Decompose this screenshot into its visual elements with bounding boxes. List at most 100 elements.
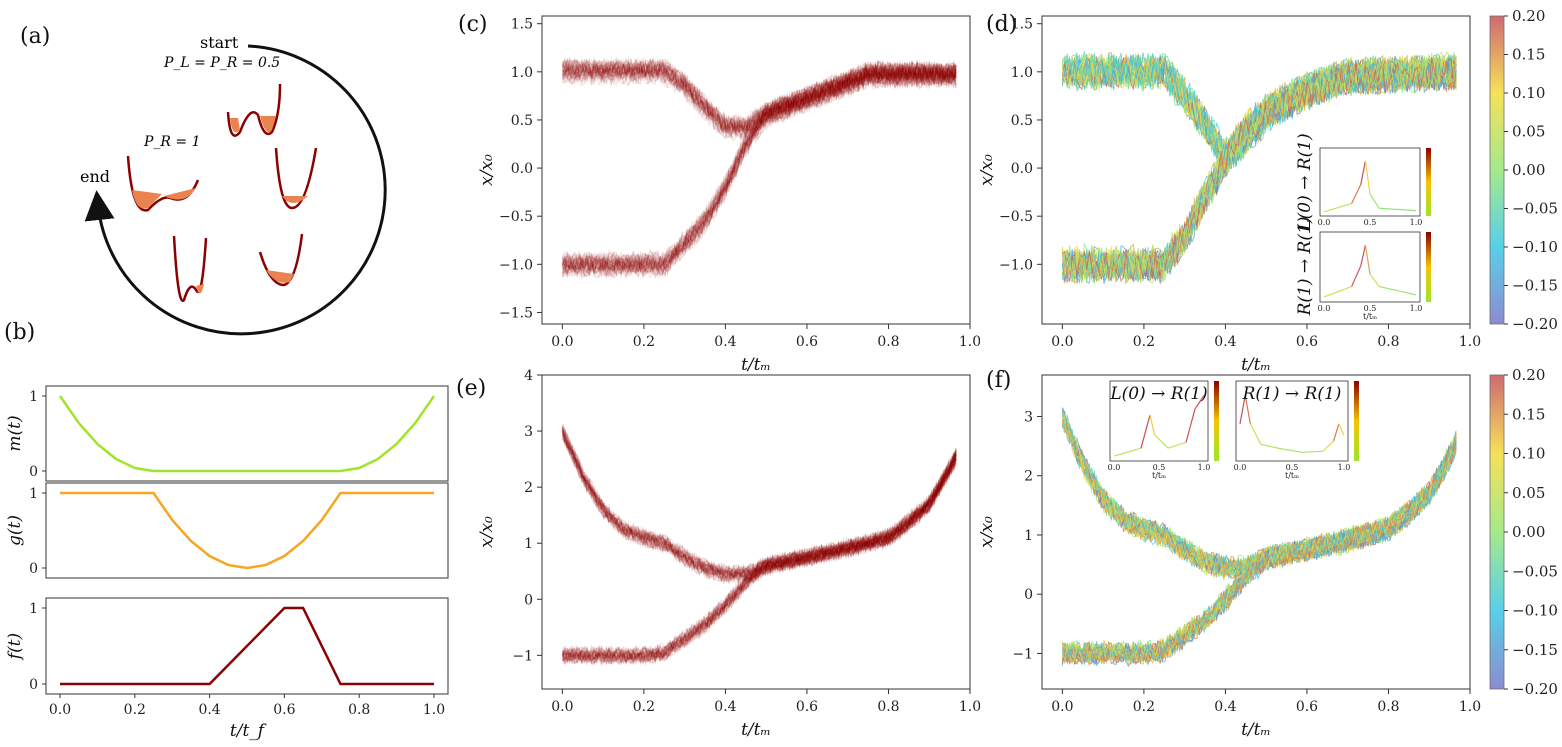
- inset-xtick-label: 0.0: [1234, 463, 1247, 472]
- trajectory-line: [561, 451, 957, 664]
- trajectory-line: [561, 63, 957, 139]
- trajectory-line: [561, 428, 957, 584]
- inset-curve-segment: [1185, 408, 1196, 443]
- inset-xtick-label: 1.0: [1410, 218, 1423, 227]
- panel-label-e: (e): [456, 376, 487, 401]
- xtick-label: 0.4: [1214, 699, 1236, 715]
- inset-label: R(1) → R(1): [1242, 384, 1342, 404]
- trajectory-line: [562, 455, 957, 661]
- trajectory-line: [562, 61, 957, 137]
- trajectory-line: [561, 66, 957, 140]
- panel-label-f: (f): [986, 368, 1012, 393]
- trajectory-line: [561, 63, 957, 272]
- inset-curve-segment: [1323, 202, 1352, 213]
- trajectory-line: [562, 63, 957, 274]
- ylabel-b_m: m(t): [5, 415, 25, 451]
- trajectory-line: [561, 451, 957, 660]
- trajectory-line: [561, 455, 957, 666]
- trajectory-line: [562, 61, 957, 271]
- trajectory-line: [561, 427, 957, 578]
- xtick-label: 0.2: [633, 699, 655, 715]
- inset-xtick-label: 1.0: [1198, 463, 1211, 472]
- inset-2: 0.0 0.5 1.0 t/tₘ R(1) → R(1): [1295, 217, 1431, 321]
- trajectory-line: [561, 425, 957, 578]
- trajectory-plot-e: 0.0 0.2 0.4 0.6 0.8 1.0 −1 0 1 2 3 4 t/tₘ x/x₀: [477, 368, 980, 740]
- trajectory-line: [561, 429, 957, 583]
- ylabel-d: x/x₀: [980, 154, 997, 186]
- trajectory-line: [561, 449, 957, 662]
- p-right-label: P_R = 1: [143, 134, 201, 150]
- inset-curve-segment: [1351, 184, 1362, 204]
- trajectory-line: [561, 431, 957, 582]
- ytick-label: 0.5: [511, 113, 533, 129]
- trajectory-line: [561, 59, 957, 269]
- inset-label: L(0) → R(1): [1109, 384, 1207, 404]
- trajectory-line: [561, 452, 957, 660]
- ytick-label: 0: [29, 561, 38, 577]
- ytick-label: −1: [512, 648, 533, 664]
- trajectory-line: [561, 458, 957, 665]
- curve-b_m: [58, 395, 436, 473]
- trajectory-line: [561, 429, 957, 581]
- xlabel-f: t/tₘ: [1241, 720, 1271, 740]
- xlabel-c: t/tₘ: [741, 355, 771, 375]
- ytick-label: 1.0: [1011, 65, 1033, 81]
- xtick-label: 0.0: [49, 702, 71, 718]
- inset-curve-segment: [1369, 193, 1380, 209]
- trajectory-line: [561, 63, 957, 273]
- trajectory-line: [562, 69, 957, 278]
- trajectory-line: [561, 458, 957, 666]
- colorbar-tick-label: −0.20: [1512, 680, 1558, 698]
- colorbar-tick-label: 0.05: [1512, 123, 1545, 141]
- trajectory-line: [1061, 430, 1457, 664]
- trajectory-line: [562, 63, 957, 273]
- trajectory-line: [561, 428, 957, 578]
- inset-curve-segment: [1338, 423, 1345, 436]
- trajectory-line: [561, 429, 957, 585]
- trajectory-line: [561, 59, 957, 133]
- xtick-label: 1.0: [959, 334, 980, 350]
- trajectory-line: [561, 60, 957, 134]
- curve-b_g: [60, 491, 434, 570]
- ytick-label: −0.5: [499, 209, 533, 225]
- trajectory-line: [561, 425, 957, 581]
- trajectory-line: [561, 431, 957, 586]
- trajectory-line: [1061, 433, 1457, 664]
- xtick-label: 0.4: [1214, 334, 1236, 350]
- xtick-label: 0.8: [1377, 699, 1399, 715]
- xlabel-b_f: t/t_f: [230, 721, 267, 741]
- axes-frame: [1041, 15, 1471, 325]
- xtick-label: 0.0: [551, 334, 573, 350]
- trajectory-line: [561, 66, 957, 140]
- colorbar-tick-label: 0.20: [1512, 7, 1545, 25]
- potential-well-right: [274, 147, 318, 210]
- trajectory-line: [561, 59, 957, 270]
- trajectory-line: [561, 58, 957, 133]
- trajectory-line: [561, 57, 957, 134]
- trajectory-line: [1061, 433, 1457, 664]
- trajectory-line: [561, 69, 957, 278]
- xtick-label: 1.0: [423, 702, 445, 718]
- trajectory-line: [561, 452, 957, 666]
- trajectory-line: [561, 64, 957, 273]
- colorbar-tick-label: 0.00: [1512, 161, 1545, 179]
- inset-curve-segment: [1260, 443, 1282, 450]
- inset-curve-segment: [1140, 414, 1151, 449]
- trajectory-line: [561, 58, 957, 131]
- inset-curve-segment: [1379, 285, 1417, 296]
- xtick-label: 0.8: [1377, 334, 1399, 350]
- ylabel-e: x/x₀: [477, 516, 497, 548]
- ylabel-c: x/x₀: [477, 154, 497, 186]
- inset-xtick-label: 0.0: [1108, 463, 1121, 472]
- trajectory-line: [561, 64, 957, 274]
- colorbar-tick-label: −0.15: [1512, 641, 1558, 659]
- panel-label-a: (a): [20, 24, 51, 49]
- trajectory-line: [561, 423, 957, 578]
- trajectory-line: [561, 434, 957, 578]
- trajectory-line: [561, 426, 957, 577]
- trajectory-line: [561, 64, 957, 140]
- trajectory-line: [562, 431, 957, 581]
- trajectory-line: [561, 56, 957, 132]
- inset-curve-segment: [1323, 285, 1352, 298]
- trajectory-line: [561, 449, 957, 660]
